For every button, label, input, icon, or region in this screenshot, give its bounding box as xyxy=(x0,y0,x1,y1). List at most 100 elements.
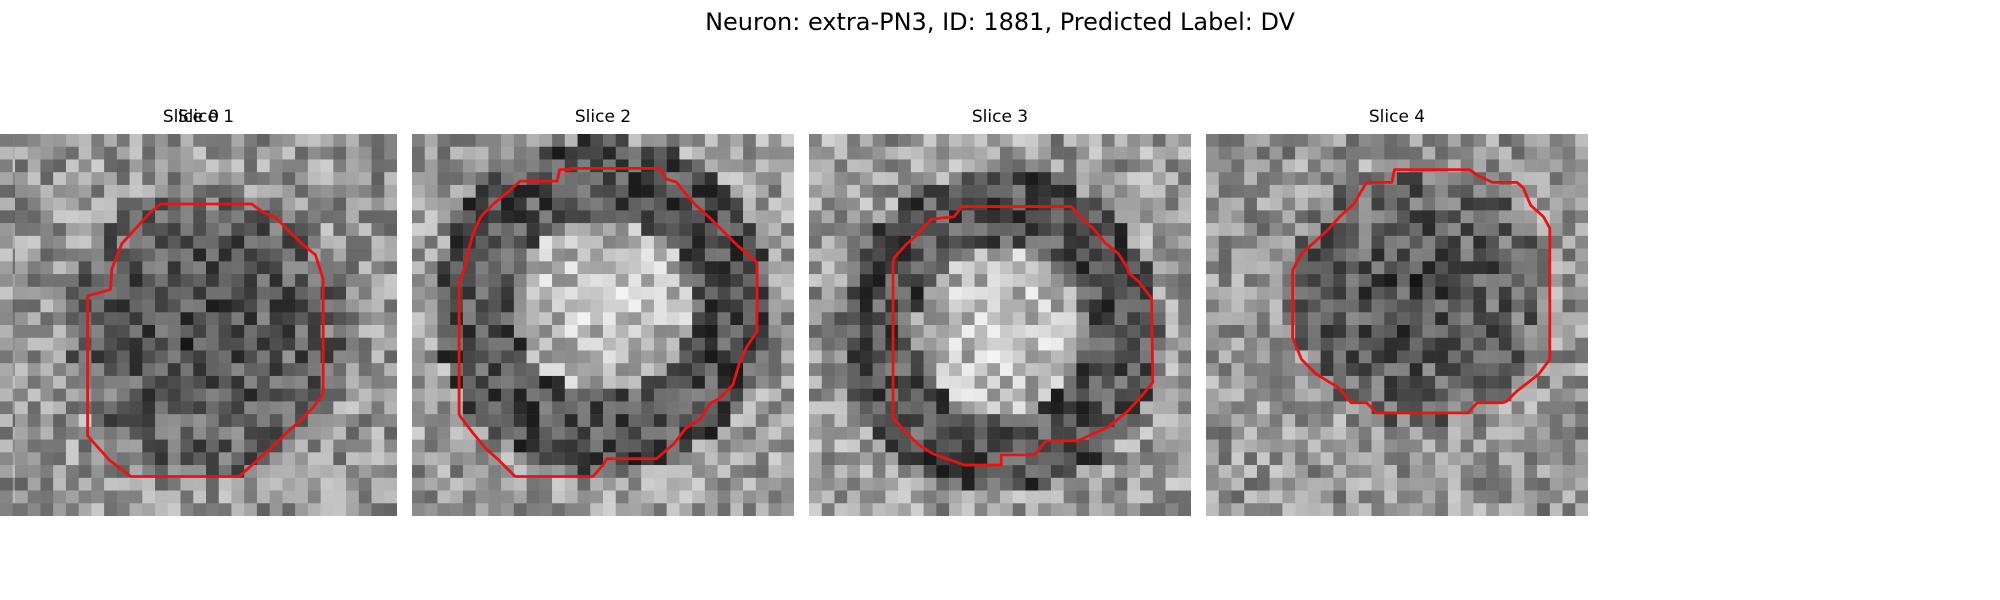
image-pixel xyxy=(256,350,270,364)
image-pixel xyxy=(936,235,950,249)
image-pixel xyxy=(129,210,143,224)
image-pixel xyxy=(1333,452,1347,466)
image-pixel xyxy=(898,134,912,147)
image-pixel xyxy=(65,350,79,364)
image-pixel xyxy=(1295,223,1309,237)
image-pixel xyxy=(1206,452,1219,466)
image-pixel xyxy=(384,312,397,326)
image-pixel xyxy=(116,401,130,415)
image-pixel xyxy=(450,337,464,351)
image-pixel xyxy=(743,299,757,313)
image-pixel xyxy=(180,312,194,326)
image-pixel xyxy=(1371,337,1385,351)
image-pixel xyxy=(513,325,527,338)
image-pixel xyxy=(781,325,794,338)
image-pixel xyxy=(1038,299,1052,313)
image-pixel xyxy=(346,414,360,428)
image-pixel xyxy=(859,184,873,198)
image-pixel xyxy=(193,184,207,198)
image-pixel xyxy=(1089,197,1103,211)
image-pixel xyxy=(1435,503,1449,516)
image-pixel xyxy=(513,388,527,402)
image-pixel xyxy=(590,337,604,351)
image-pixel xyxy=(371,465,385,479)
image-pixel xyxy=(755,477,769,491)
image-pixel xyxy=(501,223,515,237)
image-pixel xyxy=(1320,146,1334,160)
image-pixel xyxy=(1409,350,1423,364)
image-pixel xyxy=(1435,299,1449,313)
image-pixel xyxy=(615,248,629,262)
image-pixel xyxy=(1231,248,1245,262)
image-pixel xyxy=(949,325,963,338)
image-pixel xyxy=(910,172,924,186)
image-pixel xyxy=(949,274,963,288)
image-pixel xyxy=(1025,261,1039,275)
image-pixel xyxy=(437,223,451,237)
image-pixel xyxy=(1346,299,1360,313)
image-pixel xyxy=(437,299,451,313)
image-pixel xyxy=(1333,159,1347,173)
image-pixel xyxy=(142,235,156,249)
image-pixel xyxy=(1346,337,1360,351)
image-pixel xyxy=(704,375,718,389)
image-pixel xyxy=(129,172,143,186)
image-pixel xyxy=(898,401,912,415)
image-pixel xyxy=(1409,363,1423,377)
image-pixel xyxy=(1397,363,1410,377)
image-pixel xyxy=(1346,134,1360,147)
image-pixel xyxy=(1473,350,1487,364)
image-pixel xyxy=(346,235,360,249)
image-pixel xyxy=(307,363,321,377)
image-pixel xyxy=(679,299,693,313)
image-pixel xyxy=(155,134,169,147)
image-pixel xyxy=(1486,134,1500,147)
image-pixel xyxy=(603,439,616,453)
image-pixel xyxy=(1012,350,1026,364)
image-pixel xyxy=(910,388,924,402)
image-pixel xyxy=(923,312,937,326)
image-pixel xyxy=(1371,477,1385,491)
image-pixel xyxy=(615,299,629,313)
image-pixel xyxy=(730,223,744,237)
image-pixel xyxy=(1282,223,1296,237)
image-pixel xyxy=(781,490,794,504)
image-pixel xyxy=(142,146,156,160)
image-pixel xyxy=(847,146,861,160)
image-pixel xyxy=(424,375,438,389)
image-pixel xyxy=(206,274,219,288)
image-pixel xyxy=(717,325,731,338)
image-pixel xyxy=(590,210,604,224)
image-pixel xyxy=(847,172,861,186)
image-pixel xyxy=(743,159,757,173)
image-pixel xyxy=(15,426,28,440)
image-pixel xyxy=(333,325,347,338)
image-pixel xyxy=(129,414,143,428)
image-pixel xyxy=(142,414,156,428)
image-pixel xyxy=(1384,337,1398,351)
image-pixel xyxy=(577,375,591,389)
image-pixel xyxy=(1537,325,1551,338)
image-pixel xyxy=(475,197,489,211)
image-pixel xyxy=(1473,426,1487,440)
image-pixel xyxy=(1537,439,1551,453)
image-pixel xyxy=(821,477,835,491)
image-pixel xyxy=(142,401,156,415)
image-pixel xyxy=(1524,248,1538,262)
image-pixel xyxy=(180,235,194,249)
image-pixel xyxy=(1282,388,1296,402)
image-pixel xyxy=(129,159,143,173)
image-pixel xyxy=(1127,452,1141,466)
image-pixel xyxy=(859,452,873,466)
image-pixel xyxy=(15,477,28,491)
image-pixel xyxy=(1549,325,1563,338)
image-pixel xyxy=(1127,286,1141,300)
image-pixel xyxy=(1549,248,1563,262)
image-pixel xyxy=(1244,274,1258,288)
image-pixel xyxy=(1101,134,1115,147)
image-pixel xyxy=(244,439,258,453)
image-pixel xyxy=(65,172,79,186)
image-pixel xyxy=(1012,375,1026,389)
image-pixel xyxy=(743,184,757,198)
image-pixel xyxy=(1050,312,1064,326)
